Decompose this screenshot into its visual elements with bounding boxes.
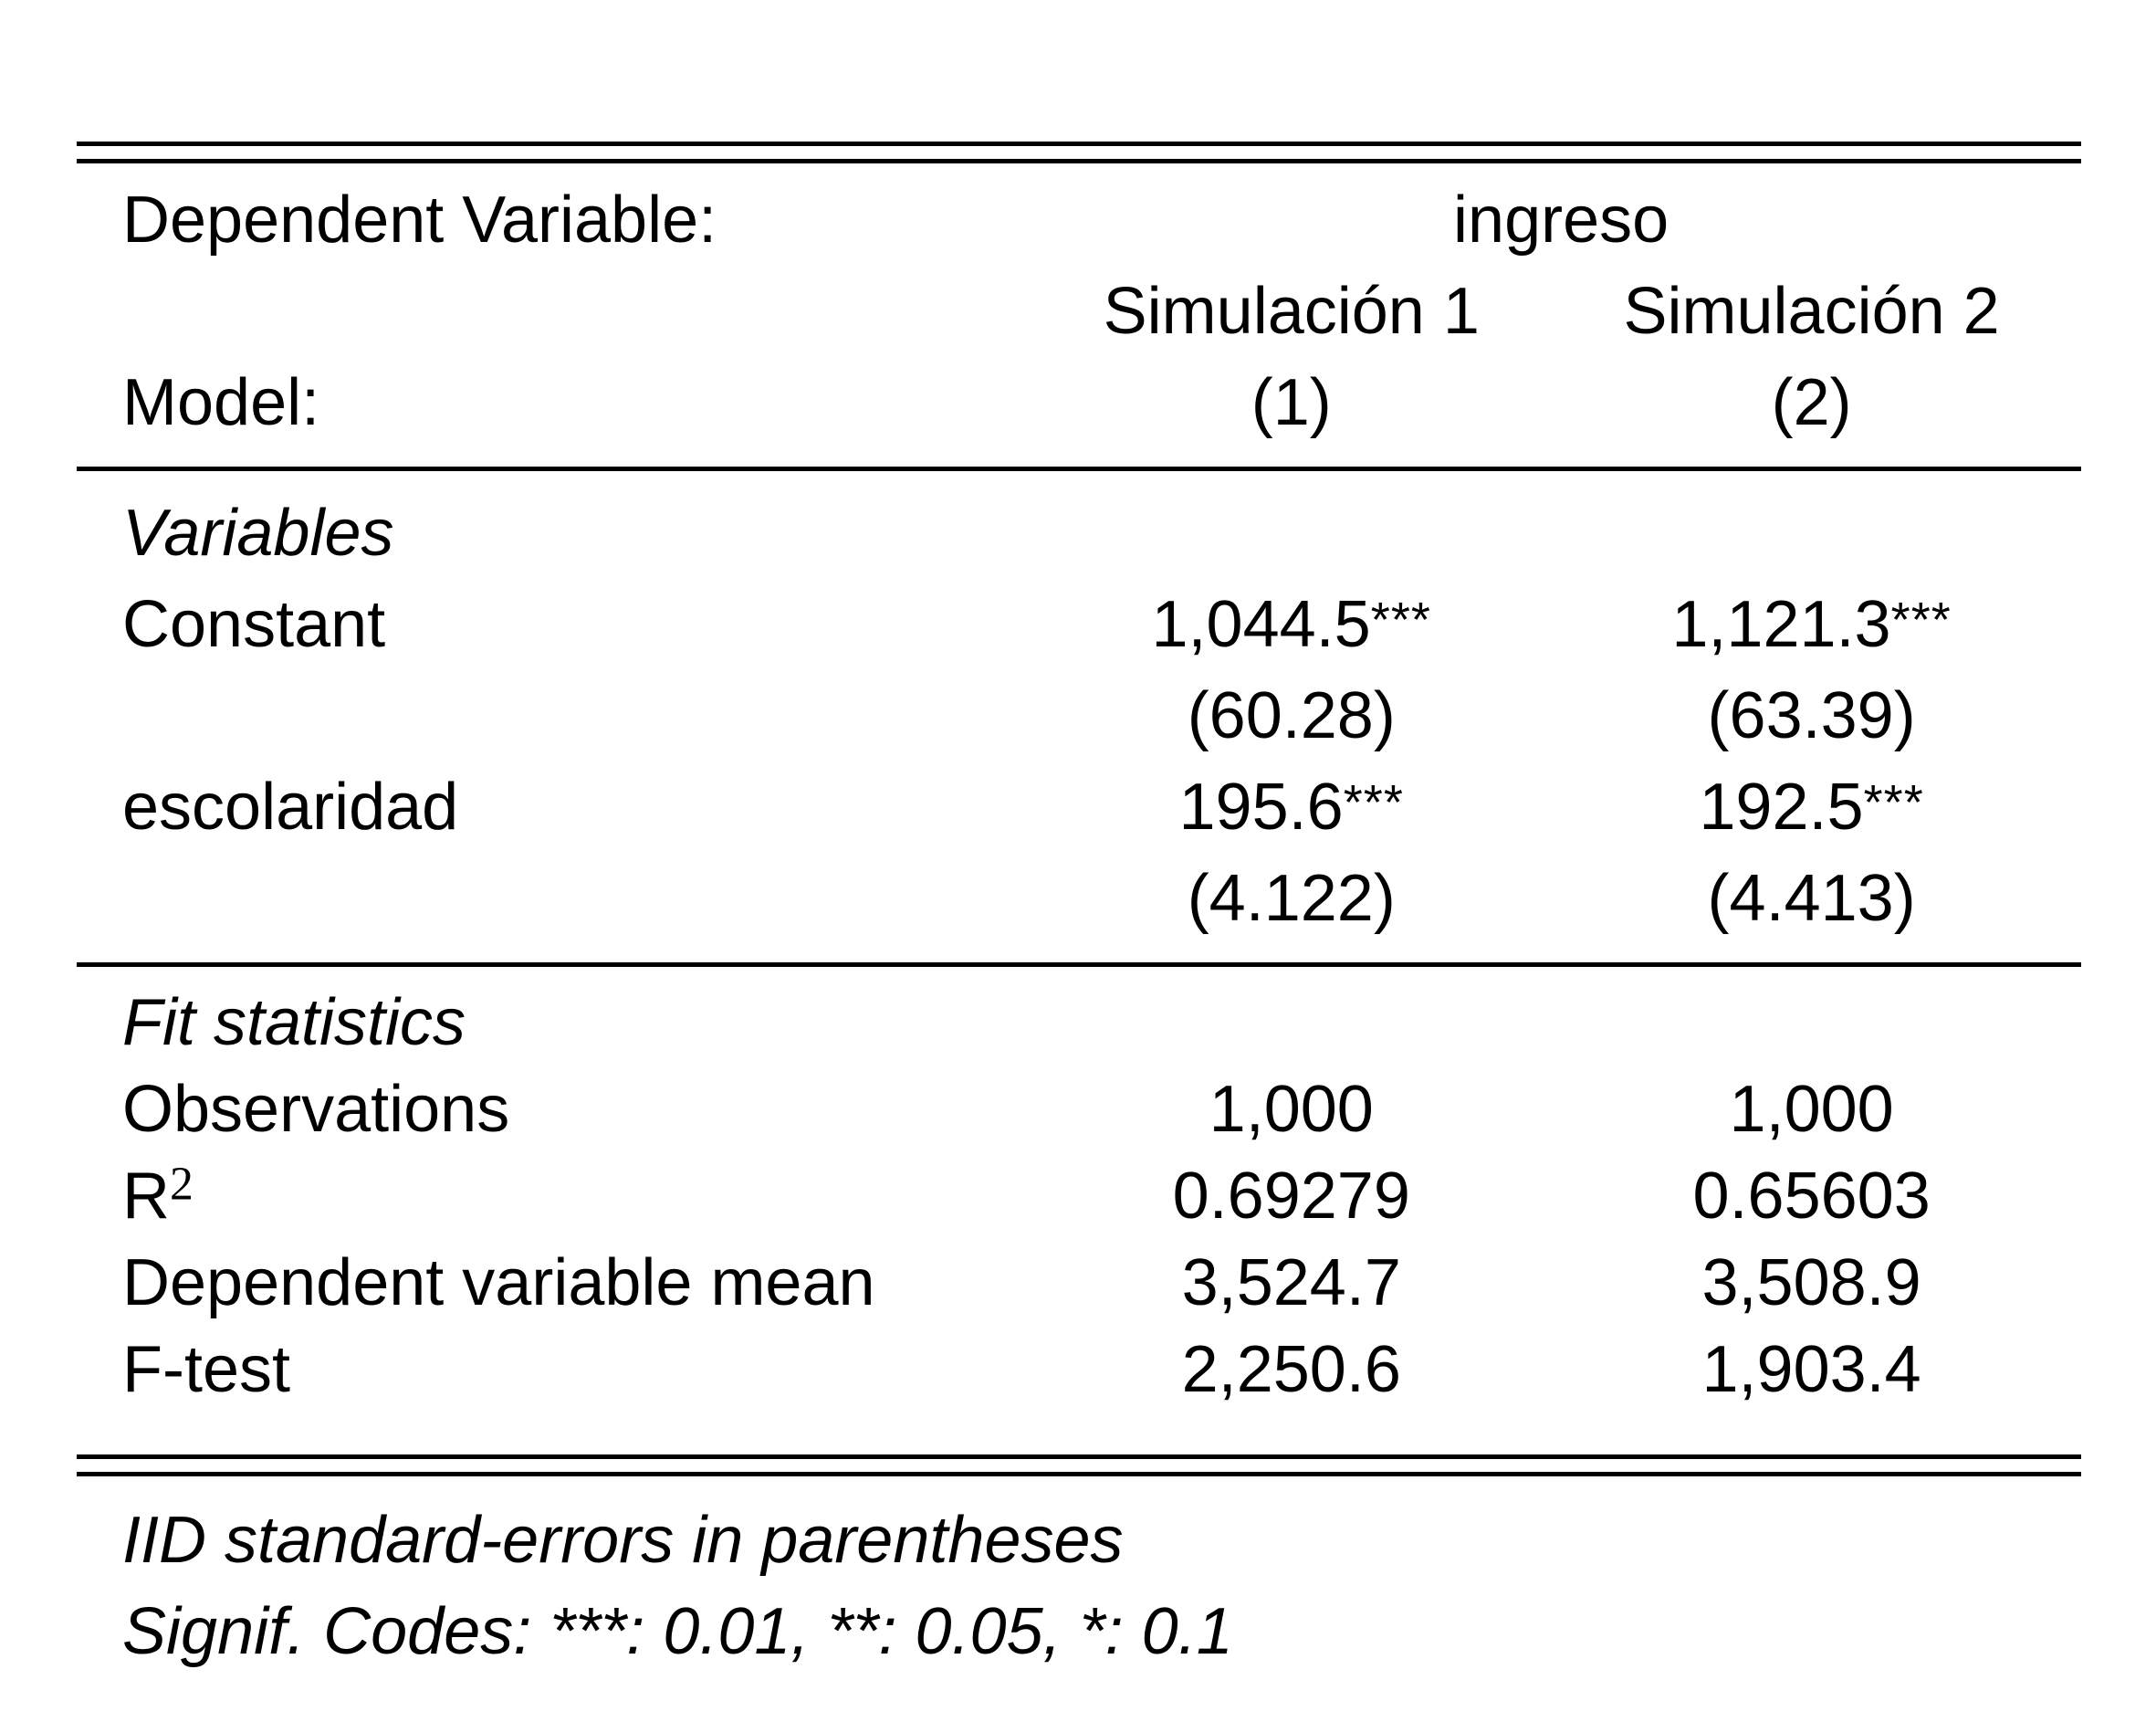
fit-row-dep-var-mean: Dependent variable mean 3,524.7 3,508.9	[77, 1240, 2081, 1327]
coefficient-row-escolaridad: escolaridad 195.6*** 192.5***	[77, 761, 2081, 853]
fit-value-r-squared-model1: 0.69279	[1172, 1160, 1410, 1233]
bottom-rule-inner	[77, 1472, 2081, 1476]
estimate-escolaridad-model1: 195.6***	[1041, 761, 1542, 853]
column-header-simulacion-2: Simulación 2	[1623, 275, 2000, 348]
top-rule-gap	[77, 146, 2081, 159]
regression-table: Dependent Variable: ingreso Simulación 1…	[77, 142, 2081, 1677]
model-row: Model: (1) (2)	[77, 357, 2081, 448]
estimate-value: 1,121.3	[1671, 588, 1891, 661]
r-squared-exponent: 2	[170, 1158, 194, 1211]
bottom-rule-gap	[77, 1459, 2081, 1472]
dependent-variable-row: Dependent Variable: ingreso	[77, 174, 2081, 266]
coefficient-row-constant: Constant 1,044.5*** 1,121.3***	[77, 579, 2081, 670]
fit-value-r-squared-model2: 0.65603	[1692, 1160, 1931, 1233]
stderr-row-escolaridad: (4.122) (4.413)	[77, 853, 2081, 944]
fit-value-observations-model2: 1,000	[1729, 1073, 1894, 1146]
fit-statistics-section: Fit statistics Observations 1,000 1,000 …	[77, 967, 2081, 1454]
note-significance-codes: Signif. Codes: ***: 0.01, **: 0.05, *: 0…	[122, 1595, 1233, 1668]
estimate-constant-model2: 1,121.3***	[1542, 579, 2081, 670]
variables-section-title: Variables	[122, 497, 394, 570]
bottom-rule-outer	[77, 1454, 2081, 1459]
significance-stars: ***	[1863, 775, 1924, 831]
fit-value-observations-model1: 1,000	[1209, 1073, 1374, 1146]
top-rule-outer	[77, 142, 2081, 146]
fit-row-r-squared: R2 0.69279 0.65603	[77, 1153, 2081, 1240]
significance-stars: ***	[1890, 593, 1952, 648]
table-header: Dependent Variable: ingreso Simulación 1…	[77, 163, 2081, 467]
model-label: Model:	[122, 366, 320, 439]
stderr-constant-model2: (63.39)	[1707, 679, 1916, 752]
estimate-value: 1,044.5	[1151, 588, 1371, 661]
estimate-constant-model1: 1,044.5***	[1041, 579, 1542, 670]
column-header-simulacion-1: Simulación 1	[1103, 275, 1480, 348]
estimate-value: 192.5	[1699, 771, 1864, 844]
fit-label-dep-var-mean: Dependent variable mean	[122, 1246, 875, 1319]
dependent-variable-value: ingreso	[1453, 184, 1669, 257]
fit-label-observations: Observations	[122, 1073, 510, 1146]
coefficient-label-escolaridad: escolaridad	[122, 771, 459, 844]
table-notes: IID standard-errors in parentheses Signi…	[77, 1495, 2081, 1677]
dependent-variable-label: Dependent Variable:	[122, 184, 717, 257]
fit-row-f-test: F-test 2,250.6 1,903.4	[77, 1327, 2081, 1413]
mid-rule-after-variables	[77, 962, 2081, 967]
stderr-escolaridad-model1: (4.122)	[1187, 862, 1396, 935]
column-names-row: Simulación 1 Simulación 2	[77, 266, 2081, 357]
estimate-escolaridad-model2: 192.5***	[1542, 761, 2081, 853]
stderr-constant-model1: (60.28)	[1187, 679, 1396, 752]
fit-label-f-test: F-test	[122, 1333, 291, 1406]
top-rule-inner	[77, 159, 2081, 163]
r-squared-base: R	[122, 1160, 170, 1233]
fit-title-row: Fit statistics	[77, 980, 2081, 1066]
stderr-row-constant: (60.28) (63.39)	[77, 670, 2081, 761]
fit-row-observations: Observations 1,000 1,000	[77, 1066, 2081, 1153]
mid-rule-after-header	[77, 467, 2081, 471]
significance-stars: ***	[1370, 593, 1432, 648]
stderr-escolaridad-model2: (4.413)	[1707, 862, 1916, 935]
fit-value-dep-var-mean-model2: 3,508.9	[1701, 1246, 1921, 1319]
model-number-2: (2)	[1771, 366, 1852, 439]
note-standard-errors: IID standard-errors in parentheses	[122, 1504, 1124, 1577]
fit-value-dep-var-mean-model1: 3,524.7	[1181, 1246, 1401, 1319]
model-number-1: (1)	[1251, 366, 1332, 439]
variables-section: Variables Constant 1,044.5*** 1,121.3***…	[77, 471, 2081, 962]
variables-title-row: Variables	[77, 488, 2081, 579]
coefficient-label-constant: Constant	[122, 588, 386, 661]
fit-section-title: Fit statistics	[122, 986, 466, 1059]
significance-stars: ***	[1343, 775, 1404, 831]
fit-label-r-squared: R2	[77, 1153, 1041, 1240]
estimate-value: 195.6	[1178, 771, 1344, 844]
fit-value-f-test-model1: 2,250.6	[1181, 1333, 1401, 1406]
fit-value-f-test-model2: 1,903.4	[1701, 1333, 1921, 1406]
